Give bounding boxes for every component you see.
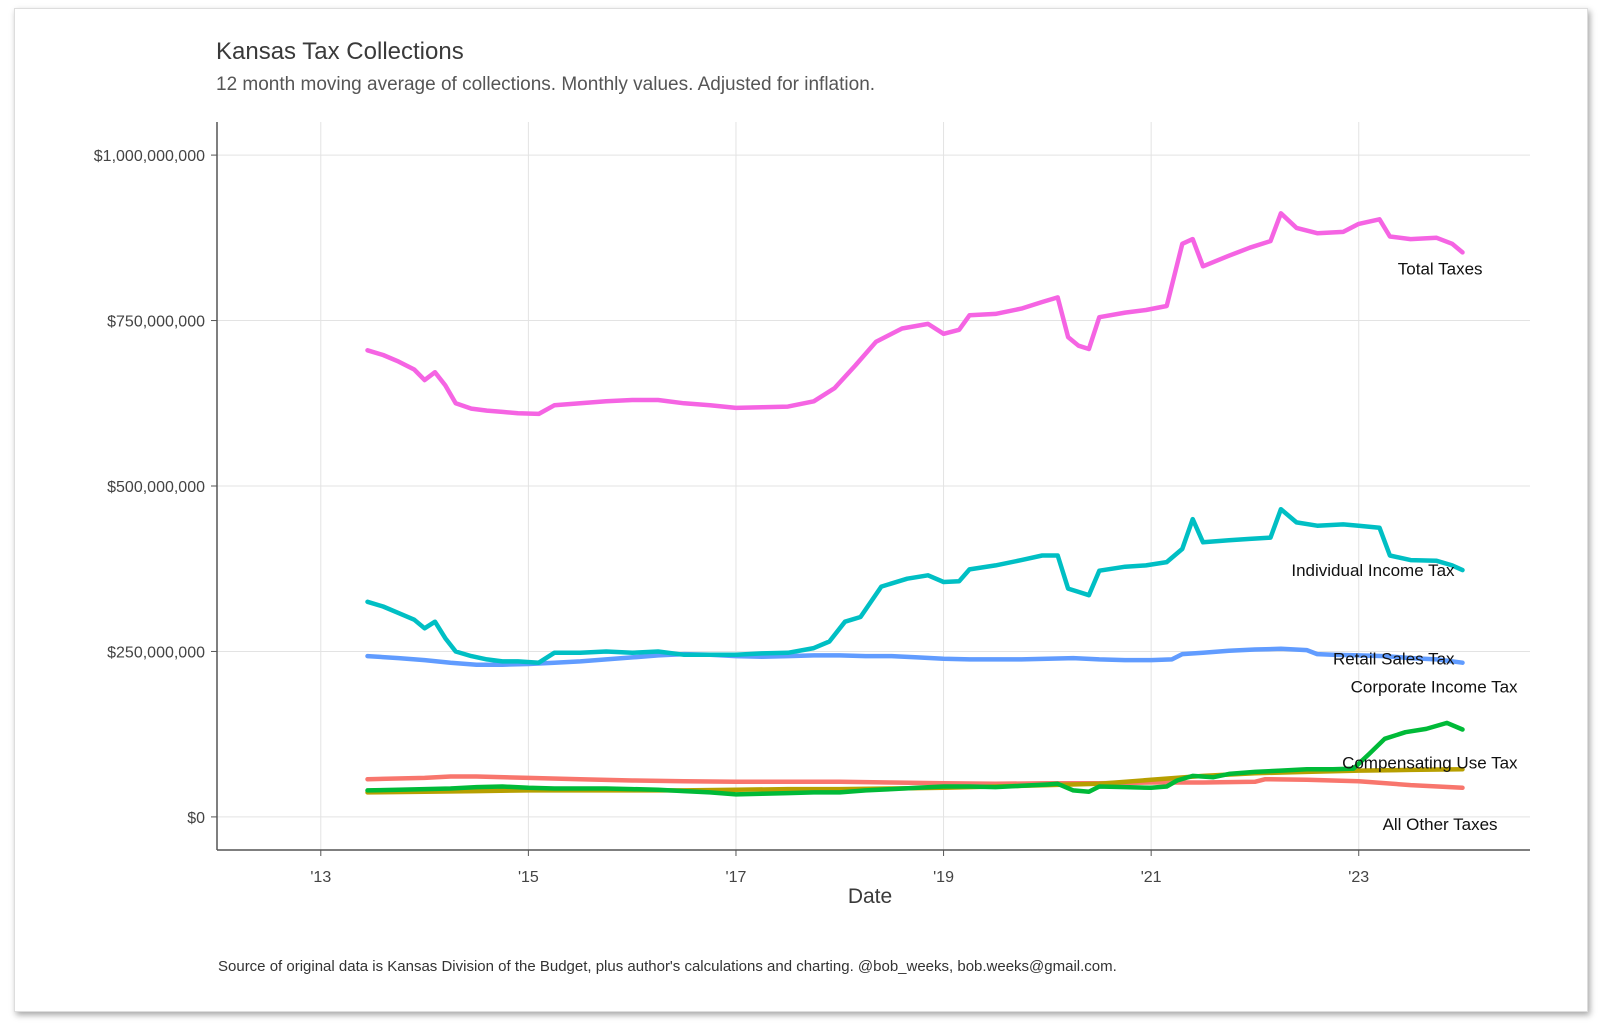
y-tick-label: $1,000,000,000 <box>94 148 205 165</box>
x-tick-label: '13 <box>310 869 331 886</box>
series-line-all-other-taxes <box>365 774 1465 791</box>
series-line-total-taxes <box>365 211 1465 417</box>
axes: $0 $250,000,000 $500,000,000 $750,000,000 $1… <box>94 122 1530 886</box>
series-label-corporate-income-tax: Corporate Income Tax <box>1351 678 1518 697</box>
series-label-retail-sales-tax: Retail Sales Tax <box>1333 650 1455 669</box>
x-tick-label: '17 <box>726 869 747 886</box>
y-tick-label: $500,000,000 <box>107 479 205 496</box>
chart-caption: Source of original data is Kansas Divisi… <box>218 958 1117 975</box>
x-tick-label: '15 <box>518 869 539 886</box>
series-labels: Total Taxes Individual Income Tax Retail S… <box>1291 259 1518 833</box>
y-tick-label: $750,000,000 <box>107 314 205 331</box>
series-label-total-taxes: Total Taxes <box>1398 259 1483 278</box>
x-axis-title: Date <box>848 885 892 908</box>
y-tick-label: $0 <box>187 810 205 827</box>
series-label-all-other-taxes: All Other Taxes <box>1383 815 1498 834</box>
series-line-retail-sales-tax <box>365 646 1465 667</box>
x-tick-label: '19 <box>933 869 954 886</box>
series-lines <box>365 211 1465 797</box>
x-tick-label: '23 <box>1348 869 1369 886</box>
series-label-individual-income-tax: Individual Income Tax <box>1291 561 1455 580</box>
grid-lines <box>217 122 1530 850</box>
y-tick-label: $250,000,000 <box>107 644 205 661</box>
chart-subtitle: 12 month moving average of collections. … <box>216 74 876 95</box>
series-line-corporate-income-tax <box>365 720 1465 797</box>
x-tick-label: '21 <box>1141 869 1162 886</box>
series-label-compensating-use-tax: Compensating Use Tax <box>1342 753 1518 772</box>
chart-title: Kansas Tax Collections <box>216 38 464 65</box>
chart-card <box>14 8 1588 1012</box>
series-line-individual-income-tax <box>365 506 1465 665</box>
